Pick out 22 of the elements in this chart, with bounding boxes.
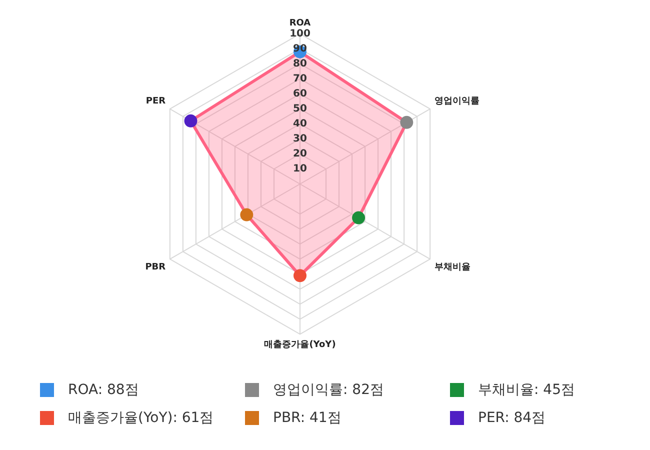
spoke-label: 매출증가율(YoY) — [264, 338, 336, 350]
y-tick-label: 80 — [293, 58, 307, 70]
y-tick-label: 100 — [290, 28, 310, 40]
text: ROA: 88점 — [68, 381, 139, 399]
y-tick-label: 70 — [293, 73, 307, 84]
y-tick-label: 90 — [293, 43, 307, 54]
y-tick-label: 10 — [293, 164, 307, 175]
y-tick-label: 50 — [293, 103, 307, 114]
spoke-label: ROA — [289, 18, 311, 29]
y-tick-label: 30 — [293, 134, 307, 145]
text: PER: 84점 — [478, 409, 546, 427]
text: 영업이익률: 82점 — [273, 381, 384, 399]
spoke-label: 부채비율 — [434, 262, 470, 272]
text: 매출증가율(YoY): 61점 — [68, 409, 214, 427]
spoke-label: PBR — [145, 262, 166, 272]
y-tick-label: 40 — [293, 118, 307, 130]
y-tick-label: 60 — [293, 88, 307, 100]
spoke-label: PER — [146, 96, 166, 106]
text: PBR: 41점 — [273, 409, 342, 427]
spoke-label: 영업이익률 — [434, 96, 480, 106]
y-tick-label: 20 — [293, 148, 307, 160]
text: 부채비율: 45점 — [478, 381, 575, 399]
